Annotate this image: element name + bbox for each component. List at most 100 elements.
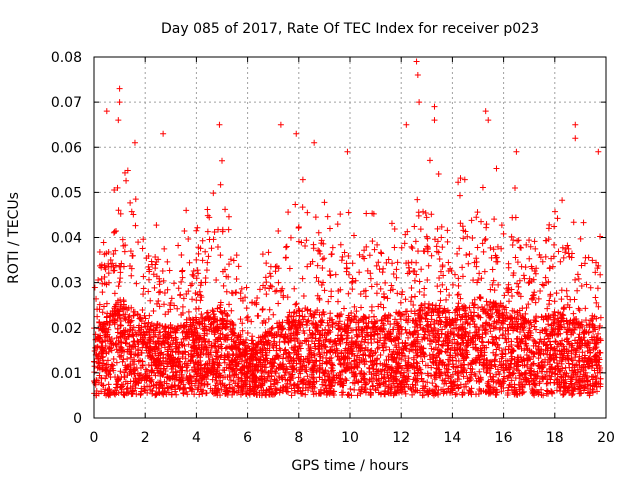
data-point — [100, 382, 107, 389]
data-point — [530, 353, 537, 360]
data-point — [266, 270, 273, 277]
data-point — [157, 288, 164, 295]
data-point — [152, 265, 159, 272]
data-point — [478, 218, 485, 225]
data-point — [398, 244, 405, 251]
data-point — [299, 176, 306, 183]
data-point — [328, 288, 335, 295]
data-point — [368, 307, 375, 314]
data-point — [448, 374, 455, 381]
data-point — [592, 294, 599, 301]
data-point — [393, 274, 400, 281]
data-point — [225, 226, 232, 233]
data-point — [128, 272, 135, 279]
data-point — [393, 266, 400, 273]
data-point — [405, 359, 412, 366]
data-point — [341, 305, 348, 312]
data-point — [560, 305, 567, 312]
data-point — [451, 271, 458, 278]
data-point — [217, 252, 224, 259]
data-point — [418, 302, 425, 309]
data-point — [301, 337, 308, 344]
data-point — [481, 268, 488, 275]
data-point — [283, 243, 290, 250]
data-point — [266, 306, 273, 313]
data-point — [327, 310, 334, 317]
data-point — [193, 227, 200, 234]
data-point — [223, 288, 230, 295]
data-point — [201, 364, 208, 371]
data-point — [137, 316, 144, 323]
data-point — [444, 238, 451, 245]
data-point — [139, 344, 146, 351]
data-point — [557, 388, 564, 395]
data-point — [303, 338, 310, 345]
data-point — [542, 237, 549, 244]
data-point — [256, 286, 263, 293]
data-point — [171, 280, 178, 287]
data-point — [222, 206, 229, 213]
data-point — [267, 263, 274, 270]
data-point — [546, 264, 553, 271]
data-point — [439, 244, 446, 251]
data-point — [185, 308, 192, 315]
data-point — [185, 351, 192, 358]
data-point — [99, 280, 106, 287]
data-point — [405, 264, 412, 271]
data-point — [121, 248, 128, 255]
data-point — [136, 327, 143, 334]
data-point — [310, 241, 317, 248]
data-point — [204, 206, 211, 213]
data-point — [313, 274, 320, 281]
data-point — [563, 287, 570, 294]
data-point — [345, 290, 352, 297]
data-point — [414, 196, 421, 203]
data-point — [347, 385, 354, 392]
data-point — [464, 342, 471, 349]
data-point — [105, 381, 112, 388]
data-point — [327, 272, 334, 279]
data-point — [195, 250, 202, 257]
data-point — [439, 262, 446, 269]
data-point — [396, 354, 403, 361]
data-point — [186, 259, 193, 266]
data-point — [272, 370, 279, 377]
data-point — [551, 223, 558, 230]
data-point — [443, 296, 450, 303]
data-point — [491, 216, 498, 223]
data-point — [343, 265, 350, 272]
data-point — [168, 295, 175, 302]
data-point — [464, 233, 471, 240]
data-point — [576, 358, 583, 365]
data-point — [373, 262, 380, 269]
data-point — [440, 272, 447, 279]
data-point — [515, 283, 522, 290]
data-point — [209, 307, 216, 314]
data-point — [282, 244, 289, 251]
data-point — [164, 258, 171, 265]
data-point — [285, 358, 292, 365]
data-point — [123, 177, 130, 184]
data-point — [531, 238, 538, 245]
data-point — [161, 344, 168, 351]
data-point — [200, 326, 207, 333]
data-point — [493, 165, 500, 172]
data-point — [122, 340, 129, 347]
data-point — [133, 280, 140, 287]
data-point — [288, 392, 295, 399]
data-point — [358, 304, 365, 311]
data-point — [140, 236, 147, 243]
data-point — [181, 228, 188, 235]
data-point — [410, 354, 417, 361]
data-point — [512, 254, 519, 261]
data-point — [468, 385, 475, 392]
data-point — [356, 269, 363, 276]
data-point — [411, 293, 418, 300]
data-point — [394, 290, 401, 297]
data-point — [132, 196, 139, 203]
data-point — [578, 262, 585, 269]
data-point — [195, 270, 202, 277]
data-point — [209, 376, 216, 383]
data-point — [517, 293, 524, 300]
data-point — [110, 355, 117, 362]
